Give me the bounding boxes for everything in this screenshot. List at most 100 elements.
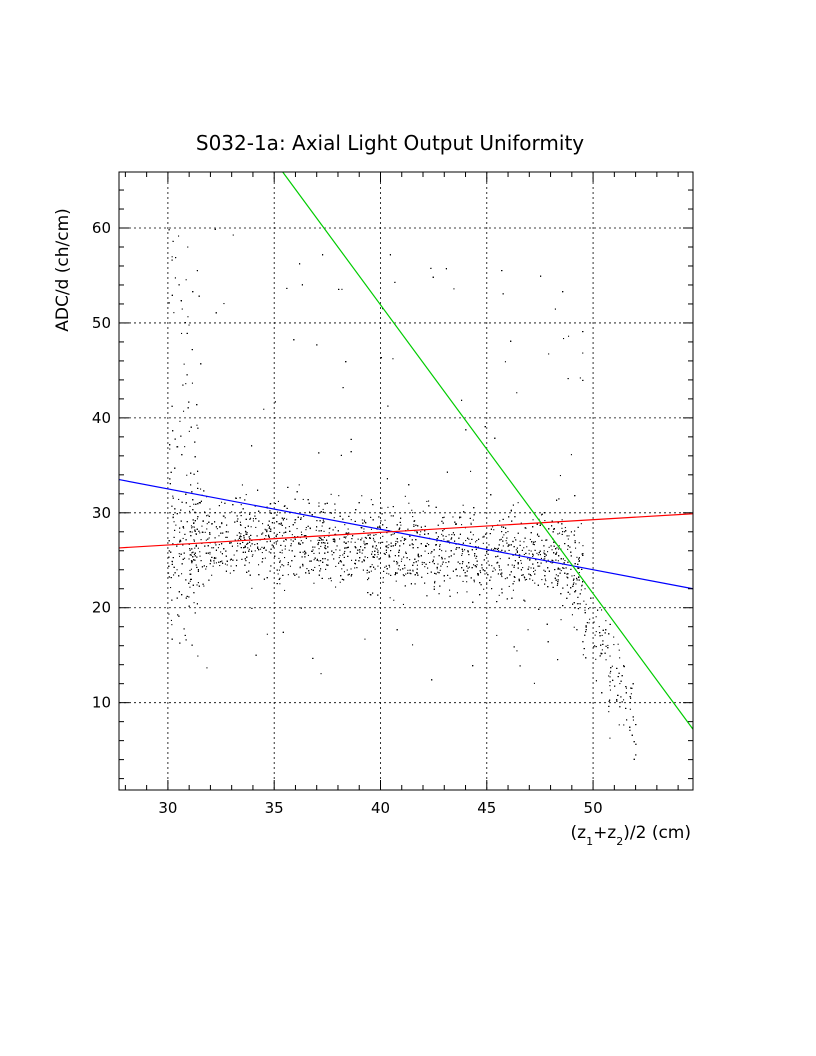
scatter-point: [181, 563, 183, 565]
scatter-point: [376, 548, 378, 550]
scatter-point: [327, 559, 329, 561]
scatter-point: [414, 520, 416, 522]
scatter-point: [382, 541, 384, 543]
scatter-point: [448, 540, 450, 542]
scatter-point: [374, 547, 376, 549]
scatter-point: [442, 530, 444, 532]
scatter-point: [225, 550, 227, 552]
scatter-point: [322, 508, 324, 510]
scatter-point: [457, 561, 459, 563]
scatter-point: [174, 277, 176, 279]
scatter-point: [207, 514, 209, 516]
scatter-point: [527, 568, 529, 570]
scatter-point: [240, 504, 242, 506]
scatter-point: [278, 569, 280, 571]
scatter-point: [311, 550, 313, 552]
scatter-point: [243, 535, 245, 537]
scatter-point: [416, 568, 418, 570]
scatter-point: [466, 581, 468, 583]
scatter-point: [571, 575, 573, 577]
scatter-point: [461, 567, 463, 569]
scatter-point: [551, 520, 553, 522]
scatter-point: [417, 525, 419, 527]
scatter-point: [351, 574, 353, 576]
scatter-point: [420, 543, 422, 545]
scatter-point: [214, 537, 216, 539]
scatter-point: [343, 571, 345, 573]
scatter-point: [189, 586, 191, 588]
scatter-point: [377, 550, 379, 552]
scatter-point: [272, 517, 274, 519]
scatter-point: [544, 556, 546, 558]
scatter-point: [349, 551, 351, 553]
scatter-point: [434, 580, 436, 582]
scatter-point: [631, 687, 633, 689]
scatter-point: [375, 534, 377, 536]
scatter-point: [462, 542, 464, 544]
scatter-point: [296, 491, 298, 493]
scatter-point: [493, 529, 495, 531]
scatter-point: [497, 562, 499, 564]
scatter-point: [324, 545, 326, 547]
scatter-point: [602, 629, 604, 631]
scatter-point: [300, 531, 302, 533]
scatter-point: [215, 544, 217, 546]
scatter-point: [598, 626, 600, 628]
scatter-point: [517, 567, 519, 569]
scatter-point: [284, 531, 286, 533]
scatter-point: [339, 515, 341, 517]
scatter-point: [176, 597, 178, 599]
scatter-point: [269, 526, 271, 528]
scatter-point: [248, 536, 250, 538]
scatter-point: [413, 520, 415, 522]
scatter-point: [179, 642, 181, 644]
scatter-point: [555, 553, 557, 555]
scatter-point: [190, 472, 192, 474]
scatter-point: [275, 543, 277, 545]
scatter-point: [424, 550, 426, 552]
scatter-point: [370, 594, 372, 596]
scatter-point: [560, 558, 562, 560]
scatter-point: [499, 520, 501, 522]
scatter-point: [286, 507, 288, 509]
scatter-point: [585, 625, 587, 627]
scatter-point: [370, 570, 372, 572]
scatter-point: [514, 560, 516, 562]
scatter-point: [278, 557, 280, 559]
scatter-point: [318, 452, 320, 454]
scatter-point: [250, 545, 252, 547]
scatter-point: [401, 536, 403, 538]
scatter-point: [385, 545, 387, 547]
scatter-point: [572, 579, 574, 581]
scatter-point: [285, 538, 287, 540]
scatter-point: [339, 549, 341, 551]
scatter-point: [442, 535, 444, 537]
scatter-point: [258, 520, 260, 522]
scatter-point: [179, 539, 181, 541]
scatter-point: [311, 550, 313, 552]
y-tick-label: 40: [92, 409, 111, 427]
scatter-point: [219, 565, 221, 567]
scatter-point: [238, 532, 240, 534]
scatter-point: [467, 551, 469, 553]
scatter-point: [232, 504, 234, 506]
scatter-point: [466, 591, 468, 593]
scatter-point: [557, 522, 559, 524]
scatter-point: [171, 405, 173, 407]
scatter-point: [609, 623, 611, 625]
scatter-point: [213, 560, 215, 562]
scatter-point: [356, 552, 358, 554]
scatter-point: [240, 536, 242, 538]
scatter-point: [195, 512, 197, 514]
scatter-point: [387, 547, 389, 549]
scatter-point: [257, 489, 259, 491]
scatter-point: [630, 693, 632, 695]
scatter-point: [446, 471, 448, 473]
scatter-point: [202, 583, 204, 585]
scatter-point: [397, 568, 399, 570]
scatter-point: [187, 246, 189, 248]
scatter-point: [369, 537, 371, 539]
scatter-point: [281, 552, 283, 554]
scatter-point: [251, 543, 253, 545]
